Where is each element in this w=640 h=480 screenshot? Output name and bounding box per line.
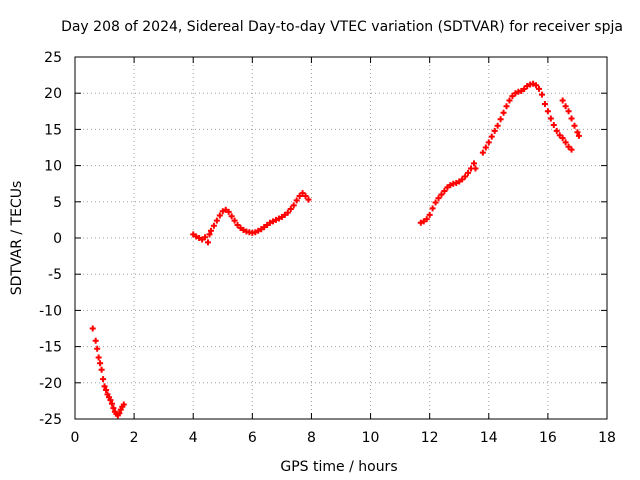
data-point xyxy=(471,160,477,167)
data-point xyxy=(550,122,557,129)
data-point xyxy=(538,91,545,98)
y-tick-label: -10 xyxy=(39,303,62,319)
data-point xyxy=(575,132,582,139)
data-point xyxy=(441,187,448,194)
data-point xyxy=(107,397,114,404)
y-tick-label: 5 xyxy=(53,195,62,211)
data-point xyxy=(462,173,469,180)
data-point xyxy=(287,206,294,213)
data-point xyxy=(541,101,548,108)
data-point xyxy=(547,115,554,122)
data-point xyxy=(565,108,572,115)
data-point xyxy=(120,401,127,408)
data-point xyxy=(216,212,223,219)
x-tick-label: 14 xyxy=(480,430,498,446)
data-point xyxy=(108,400,115,407)
data-point xyxy=(95,354,102,361)
grid-lines xyxy=(75,57,607,419)
data-point xyxy=(101,383,108,390)
data-point xyxy=(491,127,498,134)
data-point xyxy=(571,122,578,129)
x-tick-label: 8 xyxy=(307,430,316,446)
y-tick-label: -25 xyxy=(39,412,62,428)
x-tick-label: 6 xyxy=(248,430,257,446)
data-point xyxy=(562,103,569,110)
x-tick-label: 4 xyxy=(189,430,198,446)
data-point xyxy=(103,387,110,394)
y-tick-label: 0 xyxy=(53,231,62,247)
data-series xyxy=(89,80,582,419)
data-point xyxy=(225,208,232,215)
x-tick-label: 16 xyxy=(539,430,557,446)
data-point xyxy=(438,191,445,198)
data-point xyxy=(465,169,472,176)
data-point xyxy=(497,116,504,123)
data-point xyxy=(205,239,211,246)
data-point xyxy=(92,337,99,344)
data-point xyxy=(426,211,433,218)
data-point xyxy=(562,139,569,146)
y-tick-label: 10 xyxy=(44,159,62,175)
x-tick-label: 18 xyxy=(598,430,616,446)
data-point xyxy=(494,122,501,129)
data-point xyxy=(94,345,101,352)
data-point xyxy=(500,109,507,116)
data-point xyxy=(110,405,117,412)
y-tick-label: -15 xyxy=(39,340,62,356)
data-point xyxy=(231,217,238,224)
data-point xyxy=(506,97,513,104)
data-point xyxy=(559,135,566,142)
data-point xyxy=(536,85,543,92)
x-tick-label: 0 xyxy=(71,430,80,446)
data-point xyxy=(116,410,123,417)
data-point xyxy=(213,217,220,224)
data-point xyxy=(485,139,492,146)
data-point xyxy=(293,197,300,204)
data-point xyxy=(472,165,479,172)
y-tick-label: -5 xyxy=(48,267,62,283)
data-point xyxy=(206,231,213,238)
x-tick-labels: 0 2 4 6 8 10 12 14 16 18 xyxy=(71,430,616,446)
data-point xyxy=(305,196,312,203)
data-point xyxy=(435,195,442,202)
y-tick-label: -20 xyxy=(39,376,62,392)
y-axis-label: SDTVAR / TECUs xyxy=(9,181,25,296)
data-point xyxy=(533,82,540,89)
data-point xyxy=(290,202,297,209)
data-point xyxy=(559,97,566,104)
data-point xyxy=(284,209,291,216)
x-tick-label: 12 xyxy=(421,430,439,446)
data-point xyxy=(89,325,96,332)
data-point xyxy=(574,129,581,136)
data-point xyxy=(432,199,439,206)
data-point xyxy=(207,227,214,234)
data-point xyxy=(97,360,104,367)
x-axis-label: GPS time / hours xyxy=(280,459,397,475)
axis-ticks xyxy=(74,56,608,420)
data-point xyxy=(479,149,486,156)
data-point xyxy=(423,216,430,223)
data-point xyxy=(210,222,217,229)
y-tick-label: 25 xyxy=(44,50,62,66)
data-point xyxy=(488,133,495,140)
data-point xyxy=(100,376,107,383)
data-point xyxy=(503,103,510,110)
data-point xyxy=(228,213,235,220)
x-tick-label: 10 xyxy=(362,430,380,446)
y-tick-labels: -25 -20 -15 -10 -5 0 5 10 15 20 25 xyxy=(39,50,62,428)
data-point xyxy=(98,366,105,373)
y-tick-label: 20 xyxy=(44,86,62,102)
data-point xyxy=(302,193,309,200)
data-point xyxy=(568,146,575,153)
data-point xyxy=(544,108,551,115)
x-tick-label: 2 xyxy=(130,430,139,446)
data-point xyxy=(568,115,575,122)
chart-title: Day 208 of 2024, Sidereal Day-to-day VTE… xyxy=(61,19,623,35)
data-point xyxy=(202,234,209,241)
y-tick-label: 15 xyxy=(44,122,62,138)
data-point xyxy=(429,205,436,212)
data-point xyxy=(482,144,489,151)
data-point xyxy=(553,127,560,134)
